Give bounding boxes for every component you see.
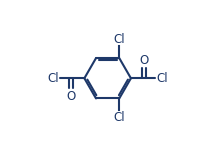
Text: O: O [67,90,76,103]
Text: O: O [139,54,149,67]
Text: Cl: Cl [114,111,125,124]
Text: Cl: Cl [156,72,168,85]
Text: Cl: Cl [114,33,125,46]
Text: Cl: Cl [47,72,59,85]
